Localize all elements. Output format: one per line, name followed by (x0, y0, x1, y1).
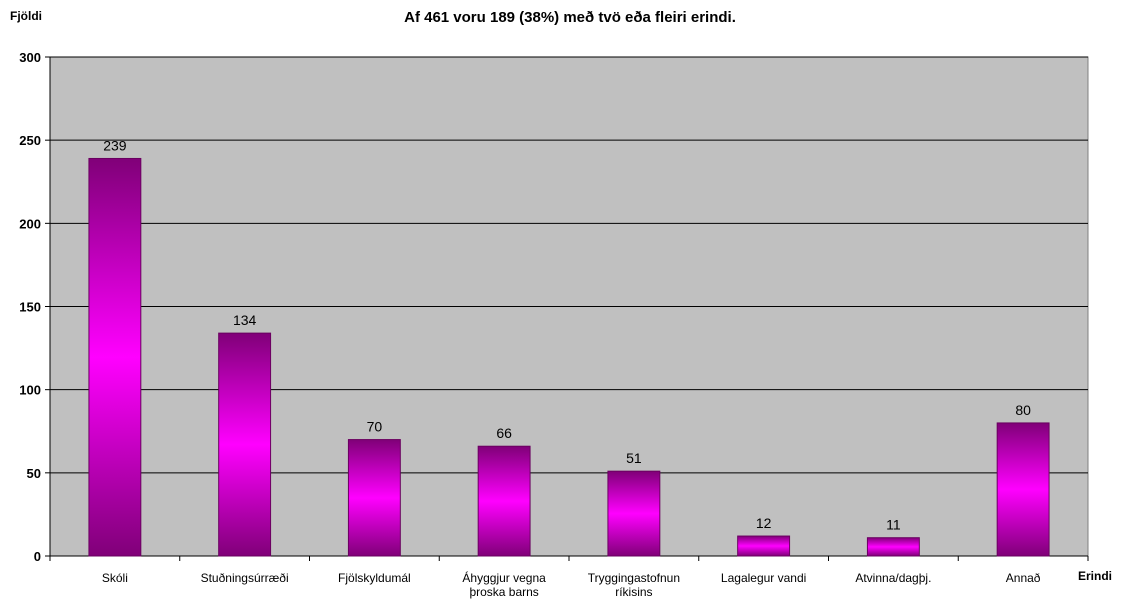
x-tick-label: Atvinna/dagþj. (855, 571, 931, 585)
chart-subtitle: Af 461 voru 189 (38%) með tvö eða fleiri… (404, 9, 736, 26)
x-tick-label: ríkisins (615, 585, 652, 599)
y-tick-label: 250 (19, 133, 41, 148)
y-tick-label: 100 (19, 383, 41, 398)
y-tick-label: 200 (19, 216, 41, 231)
data-label: 12 (756, 515, 772, 531)
x-tick-label: Áhyggjur vegna (462, 570, 546, 585)
y-tick-label: 300 (19, 50, 41, 65)
bar (996, 422, 1050, 557)
x-tick-label: Stuðningsúrræði (201, 571, 289, 585)
bar (477, 445, 531, 557)
y-axis-label: Fjöldi (10, 9, 42, 23)
data-label: 134 (233, 312, 257, 328)
y-tick-label: 50 (27, 466, 41, 481)
data-label: 70 (367, 419, 383, 435)
y-tick-label: 0 (34, 549, 41, 564)
x-tick-label: Lagalegur vandi (721, 571, 806, 585)
bar (347, 439, 401, 557)
data-label: 239 (103, 137, 127, 153)
data-label: 51 (626, 450, 642, 466)
bar (607, 470, 661, 557)
bar (218, 332, 272, 557)
bar (88, 157, 142, 557)
x-tick-label: þroska barns (469, 585, 538, 599)
plot-area: 0 50 100 150 200 250 300 239 Skóli 134 Stuðningsúr… (19, 50, 1089, 599)
x-axis-label: Erindi (1078, 569, 1112, 583)
bar (737, 535, 791, 557)
y-tick-label: 150 (19, 300, 41, 315)
data-label: 80 (1015, 402, 1031, 418)
bar (866, 537, 920, 557)
data-label: 66 (496, 425, 512, 441)
x-tick-label: Annað (1006, 571, 1041, 585)
x-tick-label: Fjölskyldumál (338, 571, 411, 585)
data-label: 11 (886, 517, 901, 533)
x-tick-label: Tryggingastofnun (588, 571, 680, 585)
x-tick-label: Skóli (102, 571, 128, 585)
